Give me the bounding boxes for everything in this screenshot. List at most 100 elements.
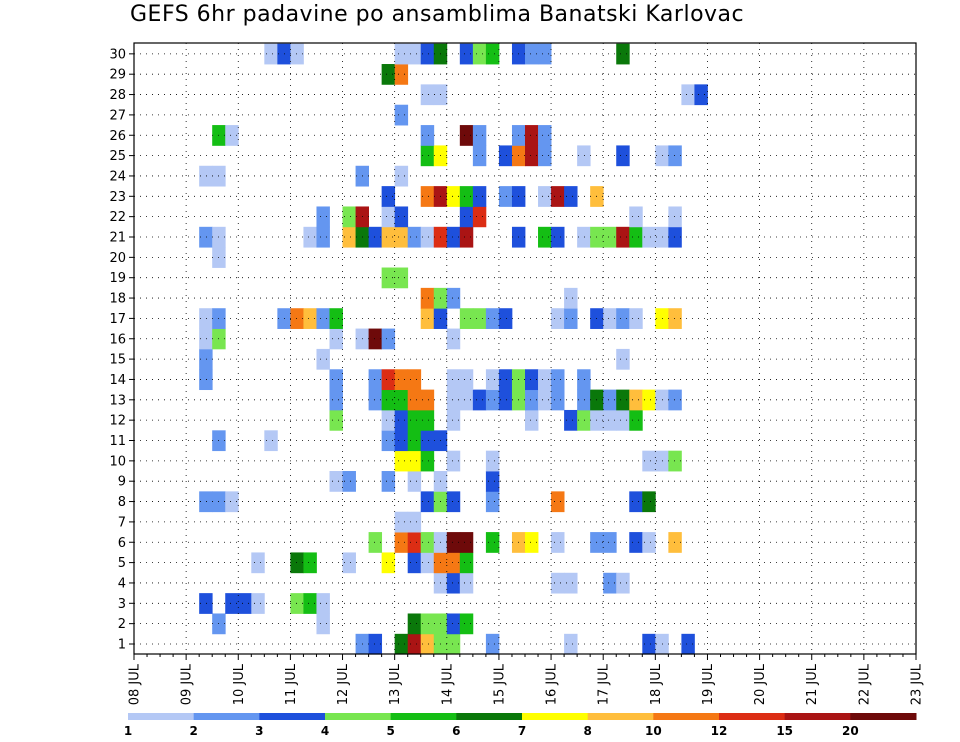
heatmap-cell <box>577 369 591 391</box>
y-tick-label: 23 <box>109 190 126 205</box>
colorbar-label: 2 <box>189 724 197 738</box>
chart-title: GEFS 6hr padavine po ansamblima Banatski… <box>130 2 745 27</box>
heatmap-cell <box>459 186 474 207</box>
heatmap-cell <box>564 186 578 207</box>
heatmap-cell <box>394 104 409 126</box>
y-tick-label: 14 <box>109 373 126 388</box>
heatmap-cell <box>407 552 422 574</box>
colorbar-swatch <box>259 713 326 720</box>
heatmap-cell <box>485 450 500 472</box>
heatmap-cell <box>381 430 396 452</box>
heatmap-cell <box>381 64 396 85</box>
heatmap-cell <box>459 43 474 65</box>
heatmap-cell <box>603 226 617 248</box>
heatmap-cell <box>629 409 643 431</box>
heatmap-cell <box>446 226 461 248</box>
heatmap-cell <box>472 145 487 167</box>
x-tick-label: 16 JUL <box>545 663 560 705</box>
heatmap-cell <box>342 552 356 574</box>
heatmap-cell <box>629 226 643 248</box>
y-tick-label: 10 <box>109 454 126 469</box>
x-tick-label: 22 JUL <box>857 663 872 705</box>
x-tick-label: 18 JUL <box>649 663 664 705</box>
colorbar-label: 12 <box>711 724 728 738</box>
heatmap-cell <box>407 532 422 553</box>
y-tick-label: 29 <box>109 68 126 83</box>
heatmap-cell <box>199 226 213 248</box>
heatmap-cell <box>668 532 682 553</box>
heatmap-cell <box>616 409 630 431</box>
heatmap-cell <box>420 613 435 635</box>
heatmap-cell <box>368 532 383 553</box>
heatmap-cell <box>420 552 435 574</box>
heatmap-cell <box>394 369 409 391</box>
heatmap-cell <box>251 552 265 574</box>
y-tick-label: 24 <box>109 169 126 184</box>
x-tick-label: 20 JUL <box>753 663 768 705</box>
heatmap-cell <box>525 389 539 411</box>
heatmap-cell <box>525 145 539 167</box>
heatmap-cell <box>616 348 630 370</box>
heatmap-cell <box>303 552 317 574</box>
heatmap-cell <box>577 145 591 167</box>
heatmap-cell <box>485 633 500 655</box>
heatmap-cell <box>538 389 552 411</box>
colorbar-swatch <box>587 713 654 720</box>
heatmap-cell <box>407 409 422 431</box>
heatmap-cell <box>290 552 304 574</box>
heatmap-cell <box>525 125 539 146</box>
heatmap-cell <box>629 389 643 411</box>
heatmap-cell <box>199 165 213 187</box>
heatmap-cell <box>485 308 500 329</box>
y-tick-label: 25 <box>109 149 126 164</box>
heatmap-cell <box>407 389 422 411</box>
heatmap-cell <box>681 633 695 655</box>
x-tick-label: 12 JUL <box>336 663 351 705</box>
heatmap-cell <box>538 226 552 248</box>
y-tick-label: 13 <box>109 393 126 408</box>
heatmap-cell <box>616 308 630 329</box>
y-tick-label: 22 <box>109 210 126 225</box>
heatmap-cell <box>577 409 591 431</box>
heatmap-cell <box>420 287 435 309</box>
heatmap-cell <box>485 532 500 553</box>
heatmap-cell <box>238 593 252 614</box>
heatmap-cell <box>629 206 643 228</box>
heatmap-cell <box>551 572 565 594</box>
heatmap-cell <box>564 572 578 594</box>
heatmap-cell <box>564 633 578 655</box>
heatmap-cell <box>616 145 630 167</box>
heatmap-cell <box>368 389 383 411</box>
heatmap-cell <box>616 389 630 411</box>
heatmap-cell <box>538 43 552 65</box>
heatmap-cell <box>485 491 500 513</box>
heatmap-cell <box>668 226 682 248</box>
colorbar-label: 3 <box>255 724 263 738</box>
heatmap-cell <box>472 206 487 228</box>
colorbar-swatch <box>456 713 523 720</box>
heatmap-cell <box>538 145 552 167</box>
heatmap-cell <box>459 308 474 329</box>
colorbar-swatch <box>522 713 589 720</box>
heatmap-cell <box>459 226 474 248</box>
heatmap-cell <box>603 572 617 594</box>
heatmap-cell <box>668 389 682 411</box>
heatmap-cell <box>394 267 409 289</box>
heatmap-cell <box>446 369 461 391</box>
heatmap-cell <box>538 186 552 207</box>
heatmap-cell <box>577 226 591 248</box>
colorbar-swatch <box>193 713 260 720</box>
heatmap-cell <box>551 308 565 329</box>
colorbar-swatch <box>325 713 392 720</box>
x-tick-label: 21 JUL <box>805 663 820 705</box>
heatmap-cell <box>446 389 461 411</box>
y-tick-label: 17 <box>109 312 126 327</box>
heatmap-cell <box>407 471 422 492</box>
heatmap-cell <box>303 308 317 329</box>
heatmap-cell <box>199 593 213 614</box>
heatmap-cell <box>616 43 630 65</box>
heatmap-cell <box>381 328 396 350</box>
x-tick-label: 11 JUL <box>284 663 299 705</box>
heatmap-cell <box>381 186 396 207</box>
heatmap-cell <box>420 84 435 106</box>
